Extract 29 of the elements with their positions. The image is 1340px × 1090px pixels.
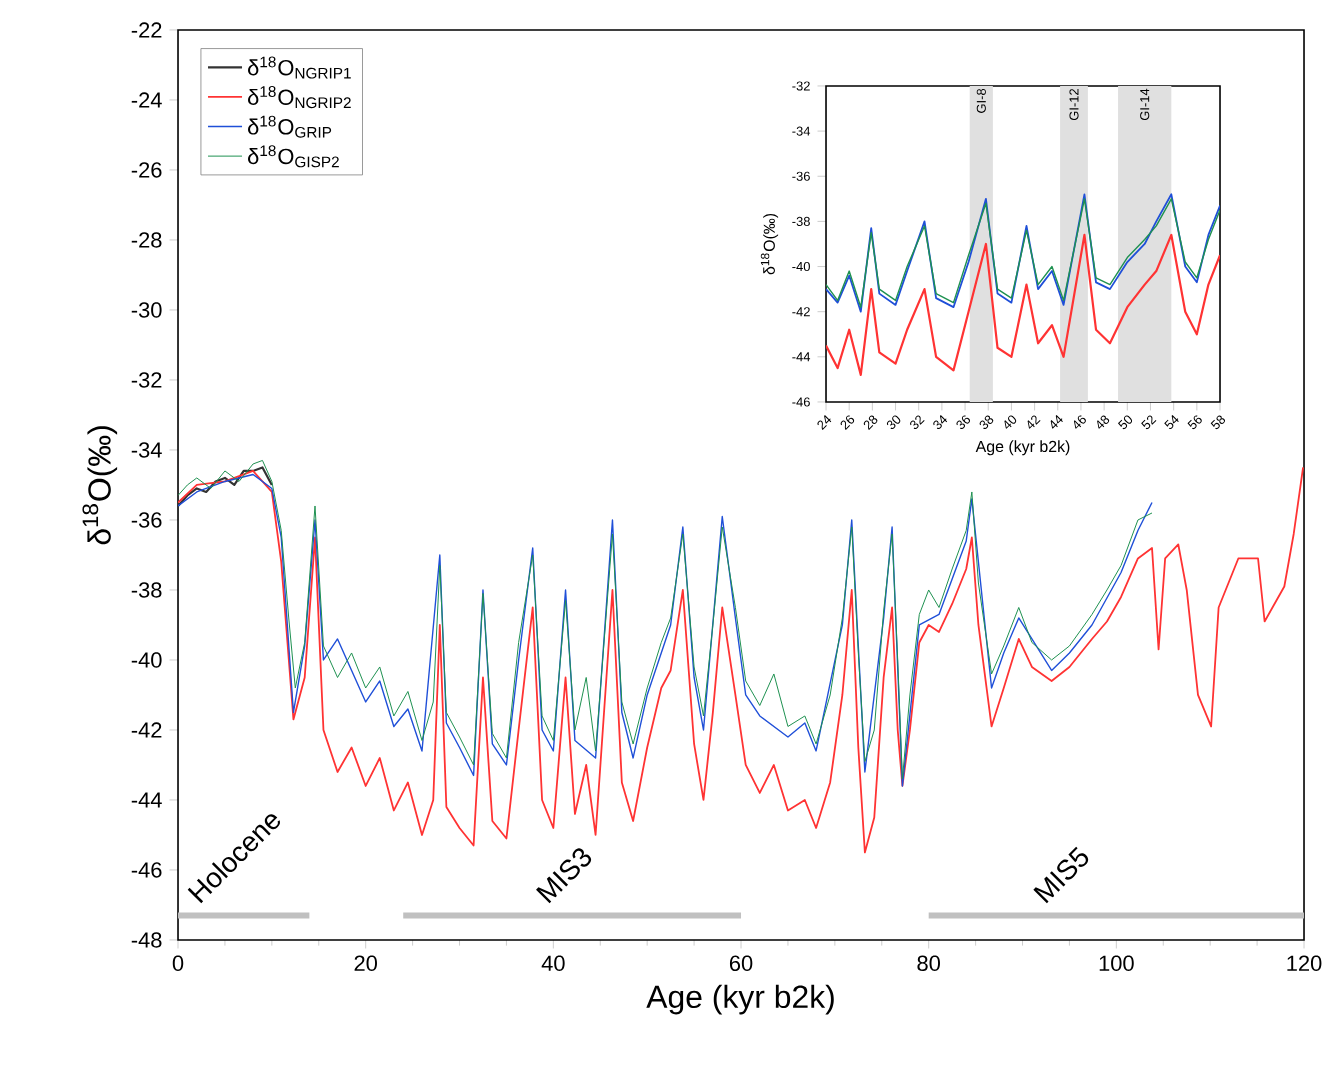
x-tick-label: 120 (1287, 955, 1322, 972)
x-tick-label: 40 (541, 955, 565, 972)
x-axis-title: Age (kyr b2k) (646, 984, 834, 1015)
y-tick-label: -42 (131, 722, 162, 738)
y-tick-label: -24 (131, 92, 162, 108)
y-tick-label: -22 (131, 22, 162, 38)
legend-label: δ$^{18}$O$_{NGRIP1}$ (248, 56, 351, 79)
x-tick-label: 0 (172, 955, 184, 972)
x-tick-label: 60 (729, 955, 753, 972)
y-tick-label: -28 (131, 232, 162, 248)
y-tick-label: -36 (131, 512, 162, 528)
y-tick-label: -46 (131, 862, 162, 878)
x-tick-label: 100 (1099, 955, 1134, 972)
legend-label: δ$^{18}$O$_{GRIP}$ (248, 115, 332, 138)
y-axis-title: δ$^{18}$O(‰) (82, 426, 118, 545)
y-tick-label: -32 (131, 372, 162, 388)
y-tick-label: -40 (131, 652, 162, 668)
y-tick-label: -30 (131, 302, 162, 318)
legend-label: δ$^{18}$O$_{GISP2}$ (248, 145, 339, 168)
y-tick-label: -44 (131, 792, 162, 808)
line-series (826, 233, 1221, 376)
y-tick-label: -26 (131, 162, 162, 178)
y-tick-label: -38 (131, 582, 162, 598)
y-tick-label: -48 (131, 932, 162, 948)
y-tick-label: -34 (131, 442, 162, 458)
x-tick-label: 80 (917, 955, 940, 972)
line-series (178, 466, 273, 508)
x-tick-label: 20 (354, 955, 377, 972)
legend-label: δ$^{18}$O$_{NGRIP2}$ (248, 86, 351, 109)
